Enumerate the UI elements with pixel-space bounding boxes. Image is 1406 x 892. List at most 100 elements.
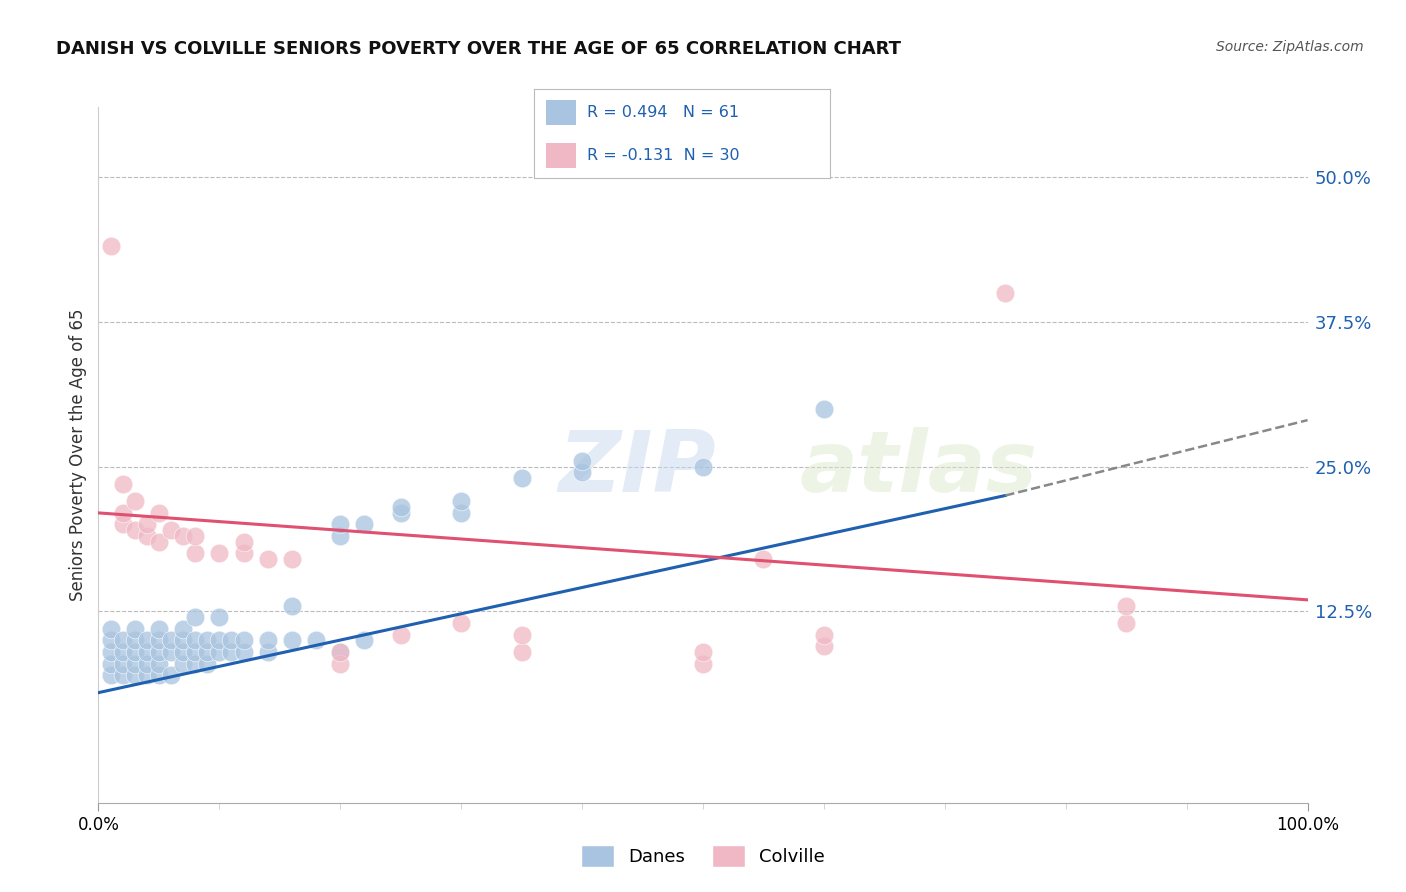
Point xyxy=(111,506,134,520)
Point xyxy=(160,668,183,682)
Point xyxy=(221,633,243,648)
Point xyxy=(281,552,304,566)
Point xyxy=(100,657,122,671)
Point xyxy=(124,633,146,648)
Point xyxy=(100,622,122,636)
Point xyxy=(111,645,134,659)
Point xyxy=(389,628,412,642)
Point xyxy=(813,401,835,416)
Point xyxy=(160,523,183,537)
Point xyxy=(510,628,533,642)
Point xyxy=(353,633,375,648)
Point xyxy=(232,645,254,659)
Point xyxy=(148,645,170,659)
Text: R = -0.131  N = 30: R = -0.131 N = 30 xyxy=(588,148,740,162)
Point xyxy=(329,529,352,543)
Point xyxy=(148,622,170,636)
Point xyxy=(124,622,146,636)
Point xyxy=(135,657,157,671)
Point xyxy=(232,534,254,549)
Point xyxy=(208,633,231,648)
Y-axis label: Seniors Poverty Over the Age of 65: Seniors Poverty Over the Age of 65 xyxy=(69,309,87,601)
Point xyxy=(813,628,835,642)
Bar xyxy=(546,100,575,125)
Point xyxy=(111,476,134,491)
Point xyxy=(692,657,714,671)
Point xyxy=(100,239,122,253)
Point xyxy=(1115,615,1137,630)
Point xyxy=(692,459,714,474)
Point xyxy=(135,517,157,532)
Point xyxy=(184,529,207,543)
Text: R = 0.494   N = 61: R = 0.494 N = 61 xyxy=(588,105,740,120)
Point xyxy=(124,657,146,671)
Point xyxy=(184,546,207,561)
Point xyxy=(1115,599,1137,613)
Point xyxy=(256,645,278,659)
Point xyxy=(305,633,328,648)
Point xyxy=(571,453,593,467)
Point xyxy=(329,517,352,532)
Point xyxy=(813,639,835,653)
Point xyxy=(450,615,472,630)
Point xyxy=(450,506,472,520)
Point xyxy=(510,645,533,659)
Point xyxy=(571,466,593,480)
Point xyxy=(256,552,278,566)
Point xyxy=(135,668,157,682)
Point xyxy=(329,645,352,659)
Point xyxy=(195,657,218,671)
Point xyxy=(111,657,134,671)
Point xyxy=(172,633,194,648)
Point xyxy=(692,645,714,659)
Text: atlas: atlas xyxy=(800,427,1038,510)
Point xyxy=(148,633,170,648)
Point xyxy=(208,645,231,659)
Point xyxy=(256,633,278,648)
Legend: Danes, Colville: Danes, Colville xyxy=(574,838,832,874)
Point xyxy=(510,471,533,485)
Point xyxy=(232,633,254,648)
Point xyxy=(111,517,134,532)
Point xyxy=(184,633,207,648)
Point xyxy=(389,506,412,520)
Point xyxy=(100,645,122,659)
Point xyxy=(329,657,352,671)
Point xyxy=(195,633,218,648)
Point xyxy=(329,645,352,659)
Point xyxy=(450,494,472,508)
Point xyxy=(172,657,194,671)
Point xyxy=(100,668,122,682)
Point xyxy=(111,668,134,682)
Point xyxy=(281,599,304,613)
Point xyxy=(208,610,231,624)
Point xyxy=(100,633,122,648)
Point xyxy=(172,622,194,636)
Text: ZIP: ZIP xyxy=(558,427,716,510)
Point xyxy=(135,633,157,648)
Text: DANISH VS COLVILLE SENIORS POVERTY OVER THE AGE OF 65 CORRELATION CHART: DANISH VS COLVILLE SENIORS POVERTY OVER … xyxy=(56,40,901,58)
Point xyxy=(148,668,170,682)
Point xyxy=(221,645,243,659)
Point xyxy=(208,546,231,561)
Point xyxy=(148,657,170,671)
Point xyxy=(752,552,775,566)
Point xyxy=(135,529,157,543)
Point xyxy=(111,633,134,648)
Point xyxy=(172,645,194,659)
Point xyxy=(135,645,157,659)
Point xyxy=(172,529,194,543)
Bar xyxy=(546,143,575,168)
Point xyxy=(148,506,170,520)
Point xyxy=(184,645,207,659)
Point xyxy=(184,610,207,624)
Point xyxy=(184,657,207,671)
Text: Source: ZipAtlas.com: Source: ZipAtlas.com xyxy=(1216,40,1364,54)
Point xyxy=(124,494,146,508)
Point xyxy=(124,645,146,659)
Point xyxy=(124,668,146,682)
Point xyxy=(232,546,254,561)
Point xyxy=(281,633,304,648)
Point xyxy=(353,517,375,532)
Point xyxy=(160,645,183,659)
